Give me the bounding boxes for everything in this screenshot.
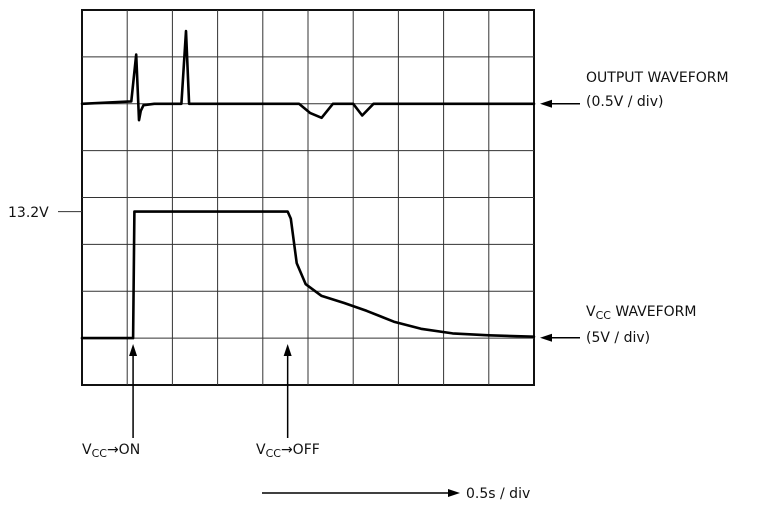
vcc-off-rest: →OFF	[280, 442, 320, 458]
scope-grid	[58, 9, 535, 386]
output-waveform-label: OUTPUT WAVEFORM	[586, 70, 729, 86]
output-pointer-arrowhead	[540, 99, 552, 108]
time-scale-label: 0.5s / div	[466, 486, 531, 502]
vcc-on-main: V	[82, 442, 92, 458]
vcc-waveform-label: VCC WAVEFORM	[586, 304, 697, 322]
time-arrowhead	[448, 489, 460, 497]
level-label-13-2v: 13.2V	[8, 205, 49, 221]
vcc-on-rest: →ON	[106, 442, 141, 458]
vcc-on-arrowhead	[129, 344, 138, 356]
vcc-off-label: VCC→OFF	[256, 442, 320, 460]
vcc-off-sub: CC	[265, 447, 281, 460]
annotation-arrows	[129, 99, 580, 497]
vcc-label-main: V	[586, 304, 596, 320]
vcc-label-sub: CC	[595, 309, 611, 322]
vcc-on-label: VCC→ON	[82, 442, 141, 460]
vcc-pointer-arrowhead	[540, 333, 552, 342]
waveform-traces	[80, 29, 536, 340]
vcc-label-rest: WAVEFORM	[610, 304, 697, 320]
vcc-on-sub: CC	[91, 447, 107, 460]
vcc-scale-label: (5V / div)	[586, 330, 651, 346]
vcc-waveform-trace	[80, 210, 536, 340]
vcc-off-arrowhead	[283, 344, 292, 356]
vcc-off-main: V	[256, 442, 266, 458]
output-scale-label: (0.5V / div)	[586, 94, 664, 110]
output-waveform-trace	[80, 29, 536, 122]
